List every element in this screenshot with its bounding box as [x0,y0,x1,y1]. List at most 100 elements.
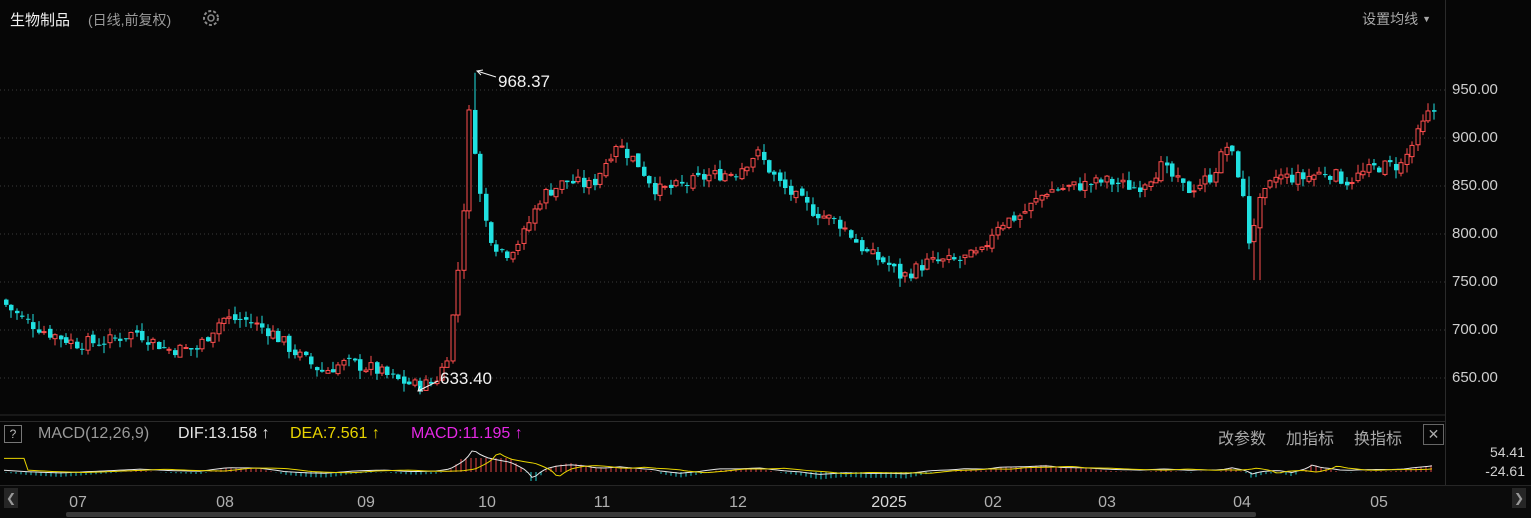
candle-body [636,153,641,168]
candle-body [1093,177,1099,184]
change-params-button[interactable]: 改参数 [1218,431,1267,448]
candle-body [363,369,369,373]
candle-body [838,219,843,229]
candle-body [1398,162,1404,174]
y-tick-label: 900.00 [1452,129,1498,146]
candle-body [59,335,64,340]
candle-body [940,258,946,262]
candle-body [358,359,363,371]
macd-chart [3,450,1433,481]
scrollbar-thumb[interactable] [66,512,1256,517]
grid-lines [0,89,1445,416]
candle-body [444,360,450,368]
switch-indicator-button[interactable]: 换指标 [1354,431,1403,448]
candle-body [586,180,592,189]
candle-body [526,222,532,231]
caret-down-icon: ▼ [1422,14,1431,24]
candle-body [734,176,739,178]
help-icon[interactable]: ? [4,425,22,443]
candle-body [1236,151,1241,178]
candle-body [1104,175,1110,183]
scroll-right-icon[interactable]: ❯ [1512,488,1526,508]
y-tick-label: 850.00 [1452,177,1498,194]
macd-indicator-label[interactable]: MACD(12,26,9) [38,425,150,442]
candle-body [260,323,265,328]
candle-body [793,190,799,199]
candle-body [1323,174,1328,176]
candle-body [1339,171,1344,184]
candle-body [1089,183,1094,185]
candle-body [865,249,870,252]
candle-body [26,318,31,320]
candle-body [673,180,679,187]
candle-body [37,329,42,333]
candle-body [473,109,478,154]
candle-body [958,259,963,261]
candle-body [1349,182,1355,185]
candle-body [789,185,794,195]
candle-body [1267,180,1273,188]
candle-body [31,322,36,330]
candles [4,72,1437,395]
candle-body [1039,194,1045,201]
candle-body [984,245,990,248]
candle-body [102,343,107,345]
candle-body [199,338,205,350]
candle-body [297,351,303,358]
close-icon[interactable]: ✕ [1423,424,1444,445]
candle-body [811,204,816,216]
candle-body [515,243,521,252]
candle-body [418,380,423,392]
candle-body [722,173,728,182]
candle-body [1333,169,1339,182]
candle-body [854,239,859,243]
add-indicator-button[interactable]: 加指标 [1286,431,1335,448]
candle-body [690,175,696,189]
candle-body [64,337,69,343]
candle-body [335,364,341,375]
candle-body [466,109,472,212]
candle-body [553,187,559,198]
candle-body [41,331,47,334]
candle-body [821,215,827,219]
candle-body [91,334,96,344]
candle-body [1241,178,1246,197]
candle-body [1158,161,1164,182]
candle-body [1138,187,1143,192]
candle-body [20,315,25,317]
x-tick-label: 08 [216,494,234,511]
x-tick-label: 2025 [871,494,907,511]
candle-body [1099,179,1104,183]
candle-body [396,374,401,379]
candle-body [238,318,243,320]
low-price-label: 633.40 [440,369,492,388]
candle-body [989,234,995,249]
candle-body [936,259,941,262]
ma-setting-button[interactable]: 设置均线 ▼ [1362,11,1431,27]
candle-body [1420,120,1426,133]
gear-icon[interactable] [201,8,221,28]
price-chart[interactable] [0,0,1445,485]
candle-body [913,263,919,279]
candle-body [1262,187,1268,199]
candle-body [842,227,848,230]
candle-body [1394,163,1399,171]
candle-body [233,314,238,321]
candle-body [206,337,211,342]
candle-body [1191,190,1197,193]
chart-header: 生物制品 (日线,前复权) 设置均线 ▼ [0,0,1445,36]
candle-body [124,338,129,340]
candle-body [1049,189,1055,193]
candle-body [1082,180,1088,191]
scroll-left-icon[interactable]: ❮ [4,488,18,508]
candle-body [450,314,456,362]
candle-body [685,185,690,187]
candle-body [630,155,636,162]
candle-body [1257,196,1263,229]
candle-body [75,341,80,349]
high-arrow [475,69,497,78]
candle-body [293,349,298,356]
x-tick-label: 09 [357,494,375,511]
dea-line [4,453,1433,477]
candle-body [532,208,538,224]
